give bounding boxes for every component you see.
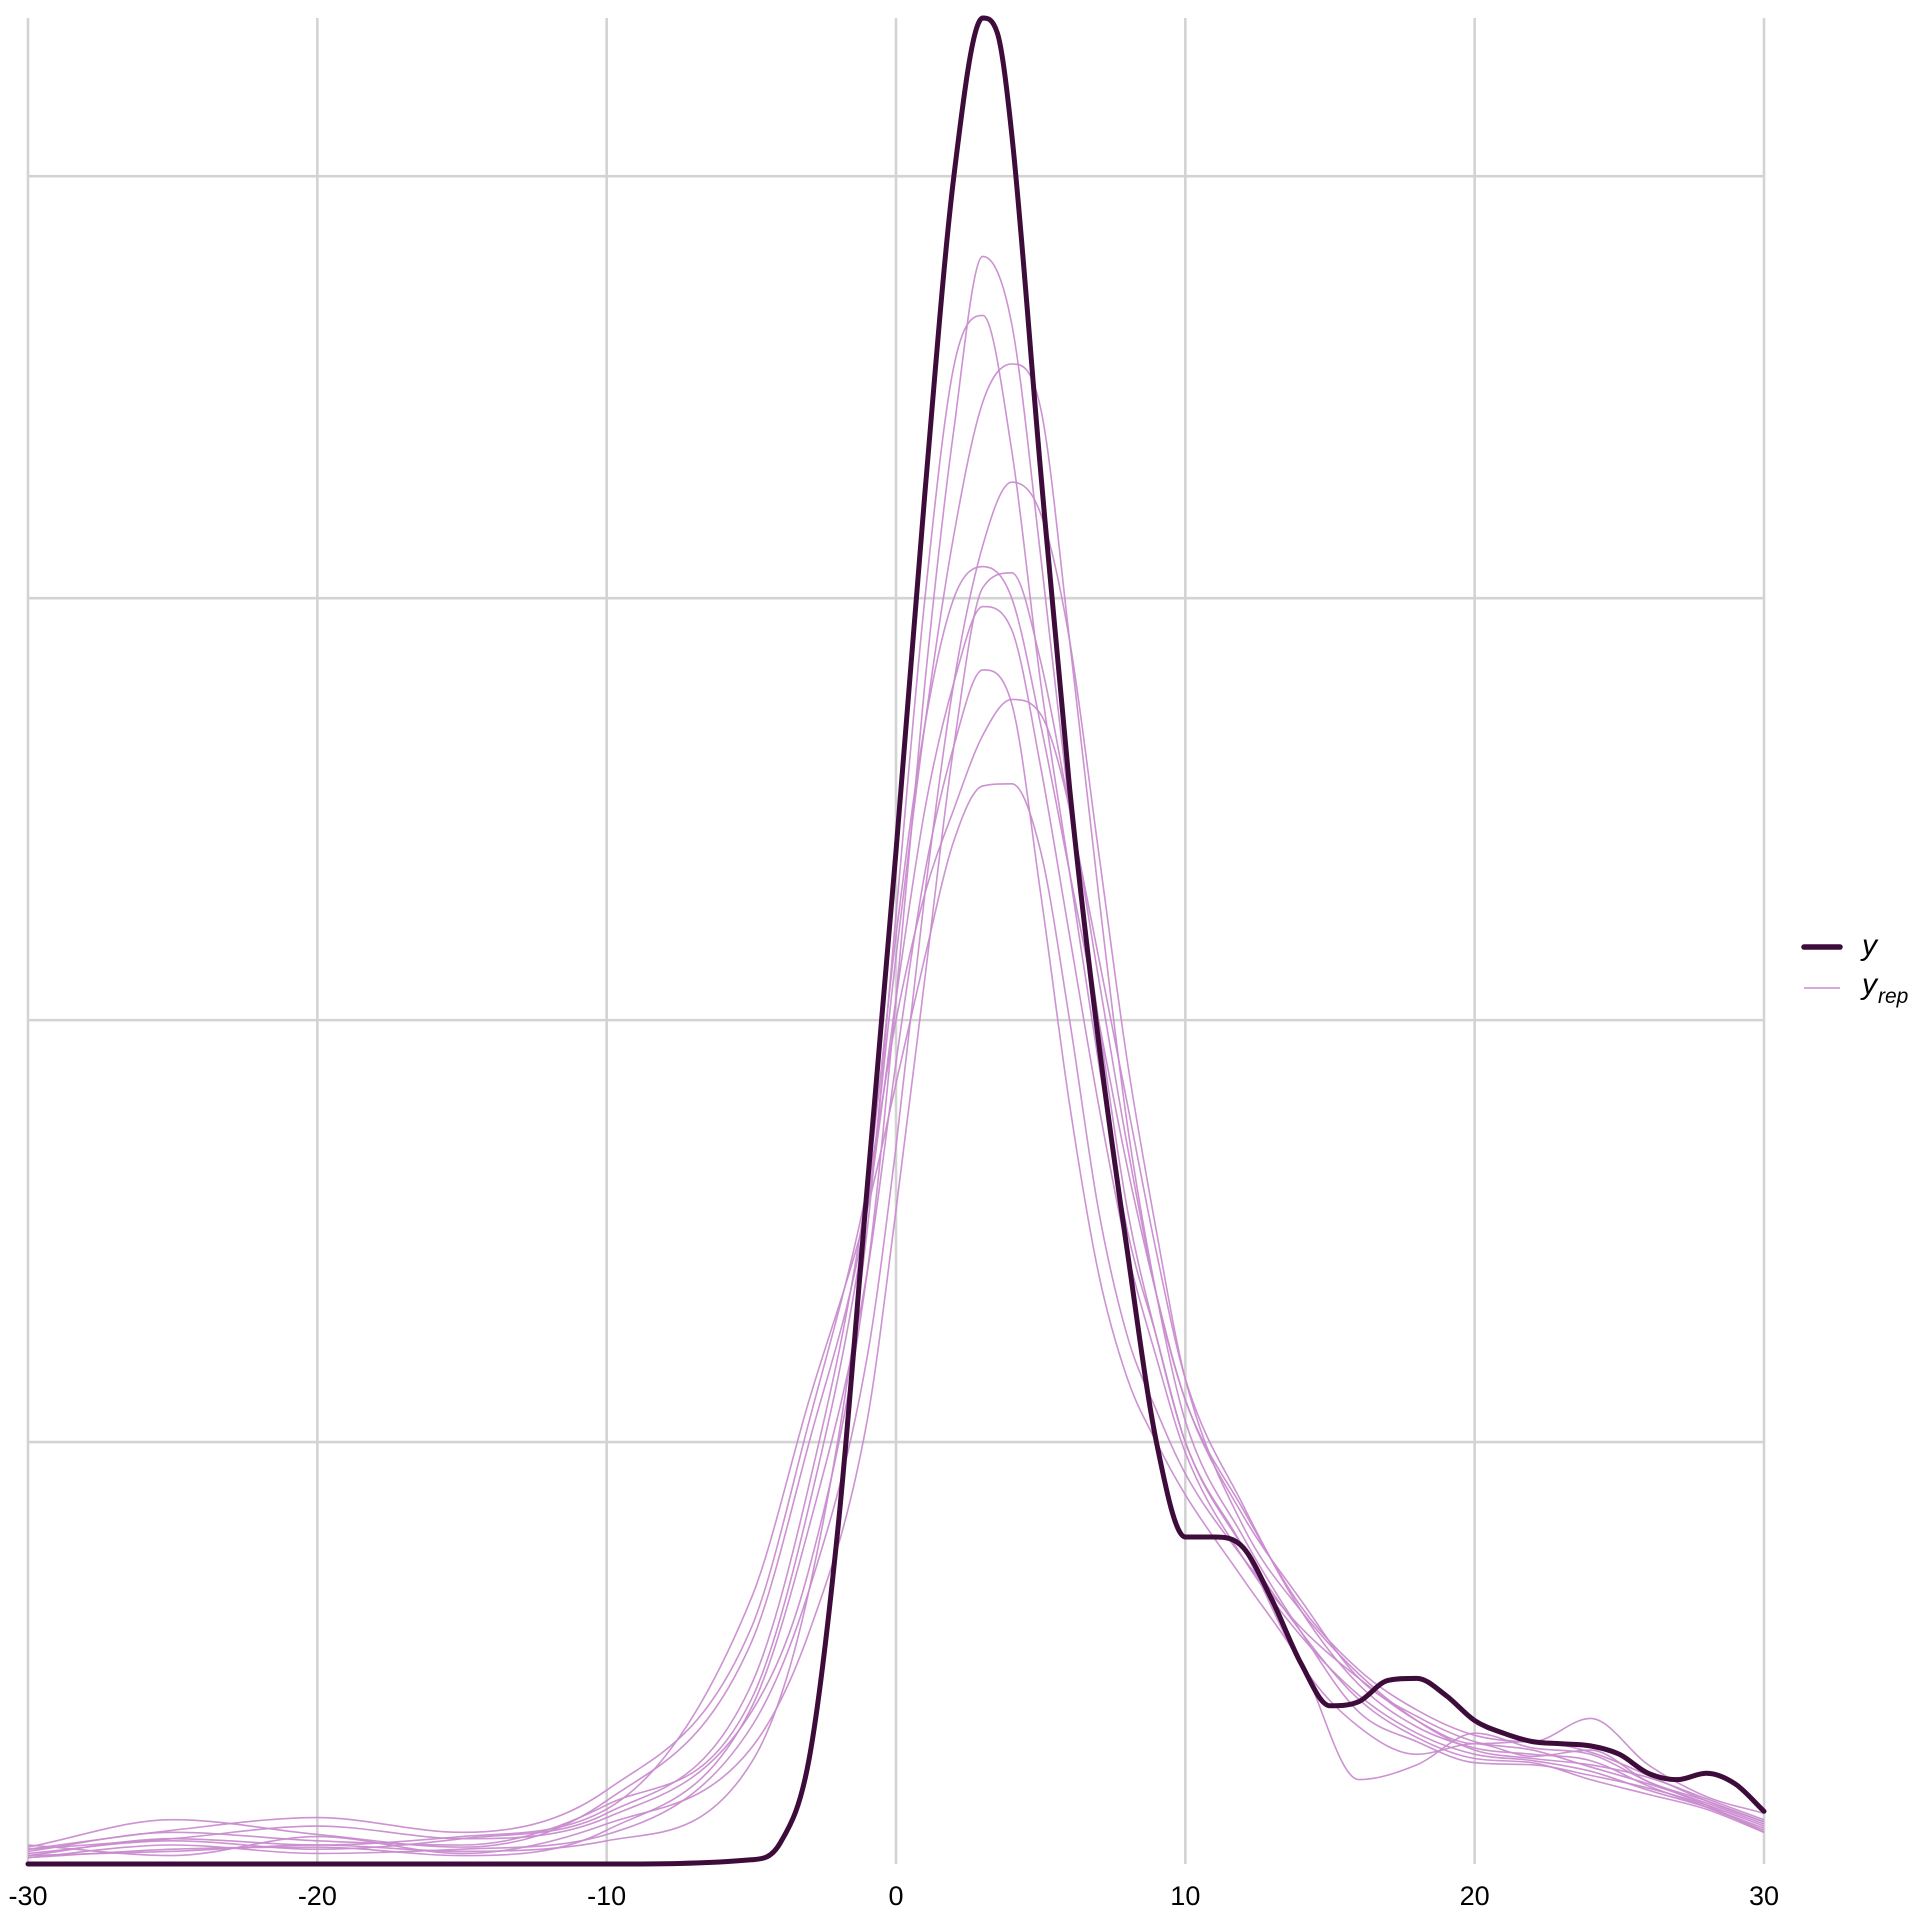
yrep-density-line	[27, 783, 1765, 1857]
x-tick-label: 0	[888, 1881, 903, 1911]
x-axis-tick-labels: -30 -20 -10 0 10 20 30	[8, 1881, 1779, 1911]
legend-label-yrep-subscript: rep	[1878, 985, 1908, 1008]
yrep-density-line	[27, 565, 1765, 1855]
legend-label-yrep: yrep	[1860, 968, 1908, 1008]
yrep-density-line	[27, 255, 1765, 1851]
legend: y yrep	[1801, 929, 1908, 1008]
x-tick-label: 30	[1749, 1881, 1779, 1911]
yrep-density-line	[27, 698, 1765, 1851]
y-density-line	[25, 15, 1767, 1867]
legend-label-y: y	[1860, 929, 1879, 962]
yrep-density-line	[27, 572, 1765, 1857]
x-tick-label: -10	[587, 1881, 626, 1911]
x-tick-label: 20	[1460, 1881, 1490, 1911]
yrep-density-line	[27, 669, 1765, 1859]
x-tick-label: -30	[8, 1881, 47, 1911]
x-tick-label: 10	[1170, 1881, 1200, 1911]
y-series-group	[25, 15, 1767, 1867]
x-tick-label: -20	[298, 1881, 337, 1911]
yrep-density-line	[27, 605, 1765, 1848]
legend-label-yrep-main: y	[1860, 968, 1879, 1001]
yrep-density-line	[27, 314, 1765, 1857]
